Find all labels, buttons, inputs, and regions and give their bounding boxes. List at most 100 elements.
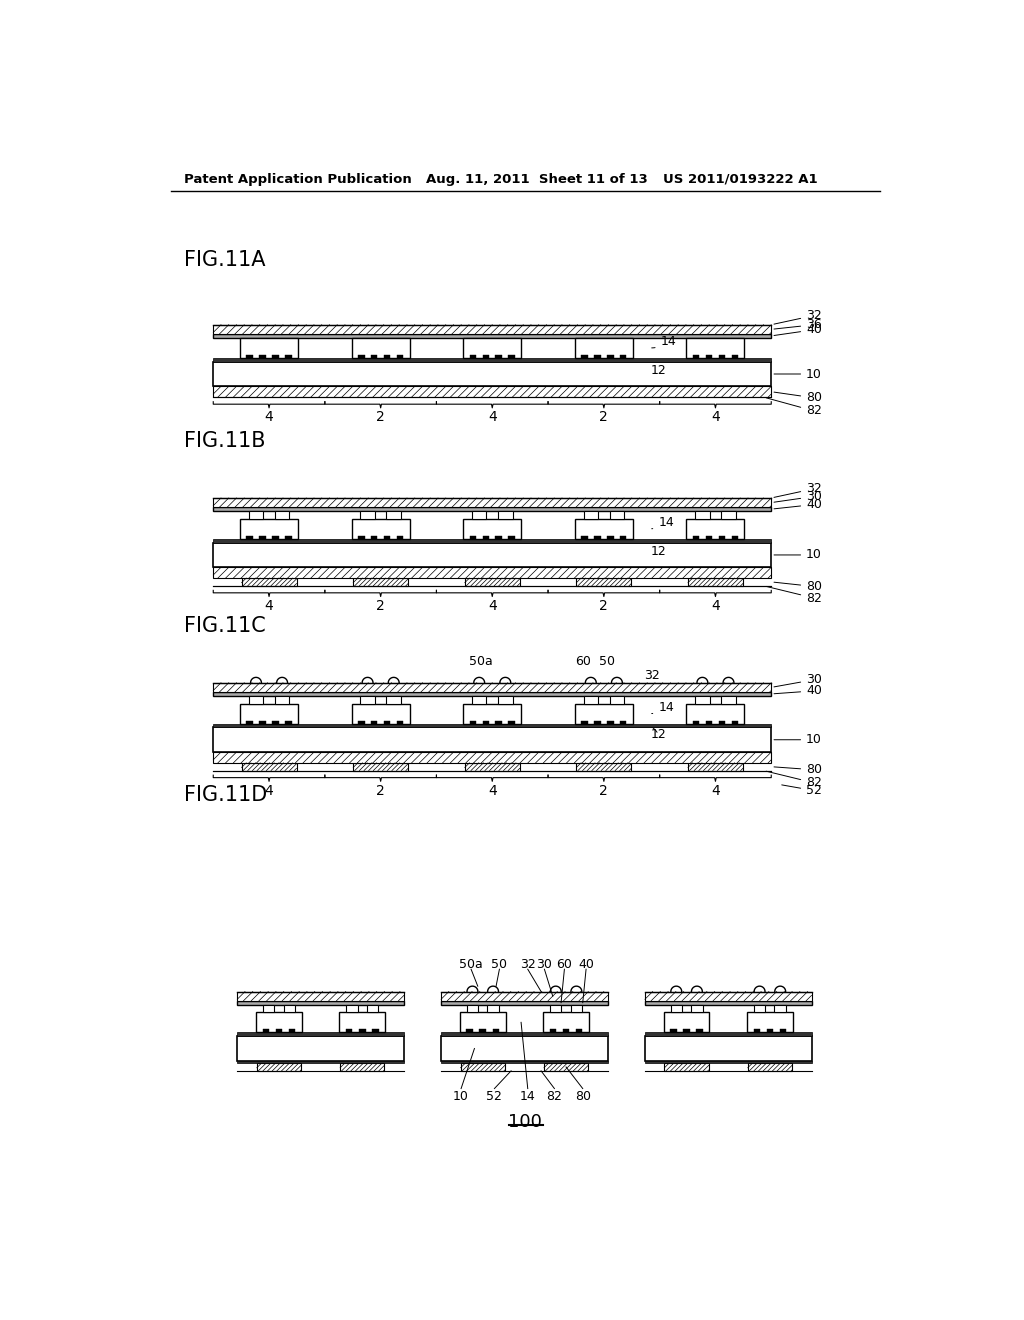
Text: 2: 2 bbox=[376, 599, 385, 612]
Bar bbox=[584, 511, 598, 519]
Bar bbox=[691, 1005, 702, 1012]
Bar bbox=[384, 536, 390, 539]
Text: 4: 4 bbox=[264, 599, 273, 612]
Bar bbox=[240, 704, 298, 723]
Text: 4: 4 bbox=[711, 599, 720, 612]
Bar bbox=[396, 721, 403, 723]
Text: 30: 30 bbox=[774, 673, 822, 686]
Bar bbox=[767, 1030, 773, 1032]
Bar bbox=[360, 696, 375, 704]
Bar bbox=[441, 1061, 607, 1063]
Bar bbox=[695, 696, 710, 704]
Bar bbox=[508, 721, 515, 723]
Text: 50a: 50a bbox=[469, 655, 493, 668]
Bar bbox=[259, 536, 266, 539]
Bar bbox=[247, 355, 253, 358]
Text: 2: 2 bbox=[376, 784, 385, 797]
Bar bbox=[584, 696, 598, 704]
Text: 2: 2 bbox=[599, 411, 608, 424]
Text: 80: 80 bbox=[774, 579, 822, 593]
Bar bbox=[645, 1001, 812, 1005]
Bar bbox=[263, 1005, 274, 1012]
Bar bbox=[470, 721, 476, 723]
Text: 4: 4 bbox=[711, 411, 720, 424]
Bar bbox=[645, 1036, 812, 1061]
Text: 4: 4 bbox=[487, 411, 497, 424]
Text: 2: 2 bbox=[376, 411, 385, 424]
Bar bbox=[257, 1063, 301, 1071]
Bar bbox=[746, 1012, 793, 1032]
Bar bbox=[731, 536, 738, 539]
Bar bbox=[396, 355, 403, 358]
Bar bbox=[358, 536, 365, 539]
Bar bbox=[238, 1032, 403, 1036]
Bar bbox=[386, 511, 401, 519]
Bar bbox=[470, 355, 476, 358]
Bar bbox=[259, 721, 266, 723]
Text: 82: 82 bbox=[766, 397, 822, 417]
Bar bbox=[754, 1030, 760, 1032]
Bar bbox=[594, 355, 601, 358]
Bar bbox=[466, 1030, 473, 1032]
Bar bbox=[285, 355, 292, 358]
Bar bbox=[213, 568, 771, 578]
Bar bbox=[284, 1005, 295, 1012]
Bar bbox=[582, 721, 588, 723]
Bar bbox=[574, 338, 633, 358]
Bar bbox=[386, 696, 401, 704]
Text: 14: 14 bbox=[651, 701, 674, 714]
Bar bbox=[686, 338, 744, 358]
Text: 60: 60 bbox=[556, 958, 572, 970]
Text: 50: 50 bbox=[599, 655, 614, 668]
Bar bbox=[594, 536, 601, 539]
Bar bbox=[384, 355, 390, 358]
Bar bbox=[706, 355, 713, 358]
Bar bbox=[213, 752, 771, 763]
Bar bbox=[359, 1030, 366, 1032]
Bar bbox=[249, 511, 263, 519]
Bar bbox=[482, 355, 489, 358]
Bar bbox=[213, 358, 771, 362]
Text: FIG.11D: FIG.11D bbox=[183, 785, 267, 805]
Bar bbox=[706, 721, 713, 723]
Text: 40: 40 bbox=[774, 498, 822, 511]
Text: 10: 10 bbox=[774, 548, 822, 561]
Text: 80: 80 bbox=[774, 391, 822, 404]
Bar bbox=[213, 387, 771, 397]
Bar bbox=[665, 1063, 709, 1071]
Bar bbox=[696, 1030, 702, 1032]
Bar bbox=[496, 355, 502, 358]
Bar bbox=[262, 1030, 269, 1032]
Bar bbox=[351, 338, 410, 358]
Text: 10: 10 bbox=[774, 733, 822, 746]
Text: FIG.11C: FIG.11C bbox=[183, 616, 265, 636]
Bar bbox=[607, 721, 613, 723]
Bar bbox=[563, 1030, 569, 1032]
Bar bbox=[664, 1012, 710, 1032]
Bar bbox=[372, 1030, 379, 1032]
Bar bbox=[460, 1012, 506, 1032]
Bar bbox=[470, 536, 476, 539]
Text: 32: 32 bbox=[644, 669, 660, 682]
Text: 30: 30 bbox=[537, 958, 552, 970]
Bar bbox=[463, 704, 521, 723]
Bar bbox=[274, 696, 290, 704]
Bar bbox=[544, 1063, 588, 1071]
Bar bbox=[575, 1030, 583, 1032]
Bar bbox=[645, 991, 812, 1001]
Bar bbox=[371, 536, 378, 539]
Text: 100: 100 bbox=[508, 1113, 542, 1131]
Bar bbox=[748, 1063, 792, 1071]
Bar bbox=[719, 355, 725, 358]
Bar bbox=[285, 536, 292, 539]
Bar bbox=[463, 519, 521, 539]
Text: 80: 80 bbox=[774, 763, 822, 776]
Bar bbox=[396, 536, 403, 539]
Text: 30: 30 bbox=[774, 490, 822, 503]
Bar bbox=[213, 723, 771, 727]
Text: 12: 12 bbox=[649, 541, 667, 558]
Text: Aug. 11, 2011  Sheet 11 of 13: Aug. 11, 2011 Sheet 11 of 13 bbox=[426, 173, 648, 186]
Bar bbox=[731, 721, 738, 723]
Bar bbox=[582, 355, 588, 358]
Bar bbox=[371, 721, 378, 723]
